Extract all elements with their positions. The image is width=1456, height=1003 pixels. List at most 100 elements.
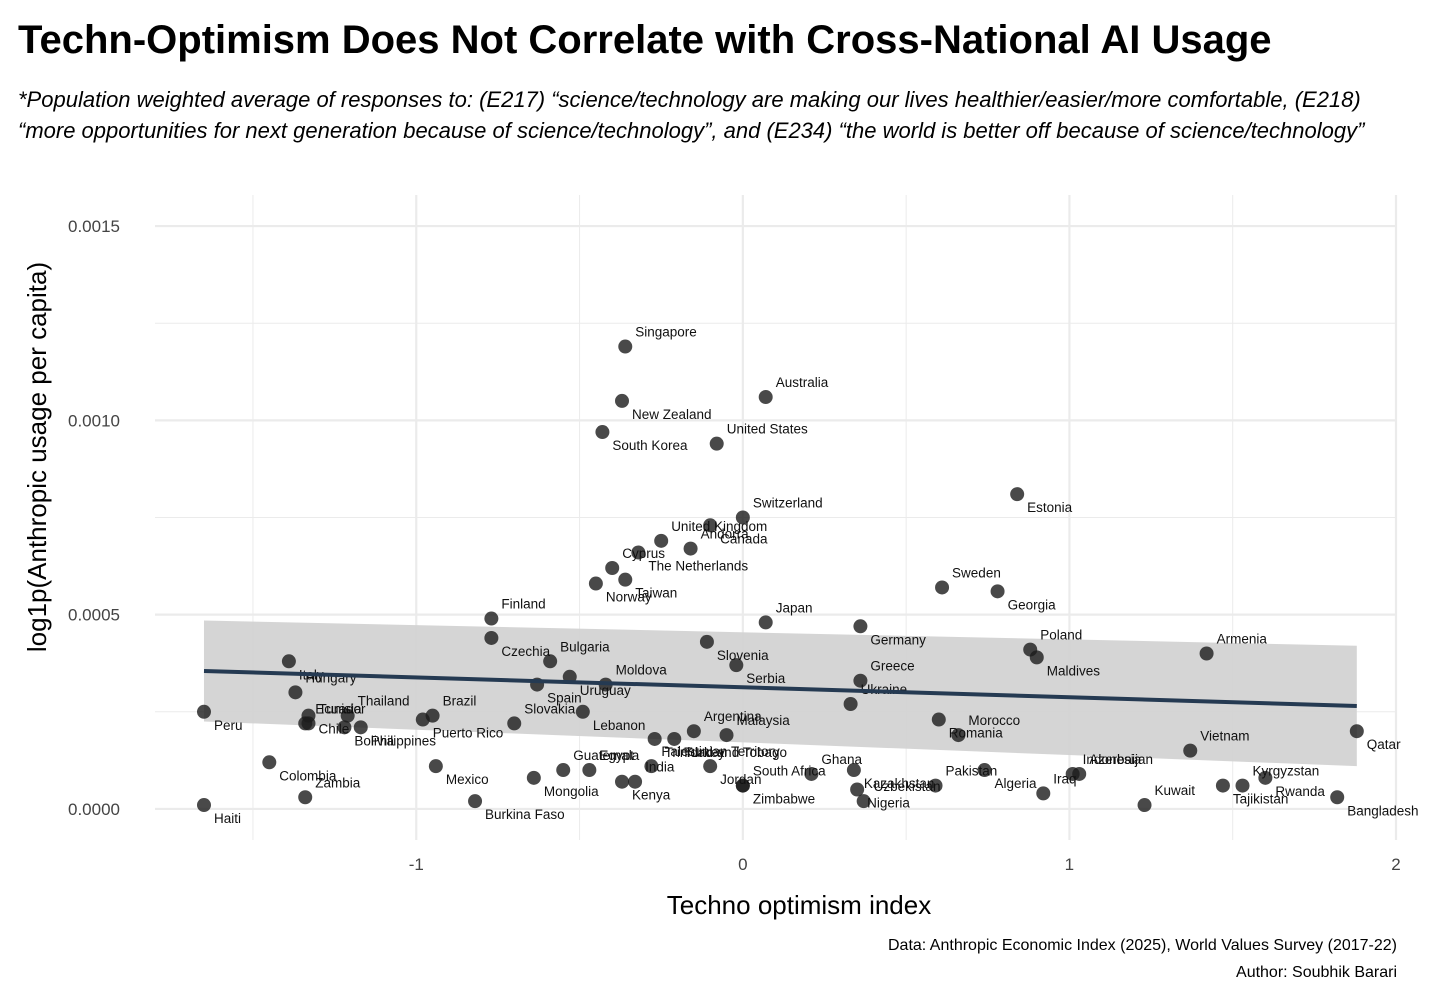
data-point bbox=[843, 697, 858, 712]
point-label: Iraq bbox=[1053, 771, 1076, 786]
data-point bbox=[853, 619, 868, 634]
point-label: Moldova bbox=[616, 663, 668, 678]
point-label: Czechia bbox=[501, 644, 550, 659]
point-label: Kyrgyzstan bbox=[1253, 764, 1320, 779]
point-label: Australia bbox=[776, 375, 829, 390]
data-point bbox=[428, 759, 443, 774]
chart-title: Techn-Optimism Does Not Correlate with C… bbox=[18, 18, 1272, 62]
point-label: Bulgaria bbox=[560, 639, 610, 654]
data-point bbox=[977, 763, 992, 778]
point-label: Switzerland bbox=[753, 496, 823, 511]
point-label: South Africa bbox=[753, 764, 826, 779]
point-label: The Netherlands bbox=[648, 558, 748, 573]
x-tick-label: -1 bbox=[409, 855, 424, 874]
point-label: Pakistan bbox=[946, 764, 998, 779]
data-point bbox=[644, 759, 659, 774]
data-point bbox=[196, 704, 211, 719]
data-point bbox=[468, 794, 483, 809]
data-point bbox=[618, 572, 633, 587]
data-point bbox=[703, 759, 718, 774]
data-point bbox=[507, 716, 522, 731]
data-point bbox=[683, 541, 698, 556]
data-point bbox=[281, 654, 296, 669]
y-tick-label: 0.0005 bbox=[68, 606, 120, 625]
point-label: Serbia bbox=[746, 671, 786, 686]
point-label: Guatemala bbox=[573, 748, 640, 763]
data-point bbox=[288, 685, 303, 700]
confidence-band bbox=[203, 620, 1357, 767]
point-label: Taiwan bbox=[635, 586, 677, 601]
data-point bbox=[631, 545, 646, 560]
x-tick-label: 1 bbox=[1065, 855, 1074, 874]
point-label: Ecuador bbox=[315, 701, 366, 716]
point-label: New Zealand bbox=[632, 407, 712, 422]
point-label: Brazil bbox=[443, 694, 477, 709]
data-point bbox=[1072, 766, 1087, 781]
point-label: Bolivia bbox=[354, 733, 394, 748]
data-point bbox=[935, 580, 950, 595]
point-label: Egypt bbox=[599, 748, 634, 763]
point-label: Japan bbox=[776, 600, 813, 615]
point-label: Mexico bbox=[446, 772, 489, 787]
data-point bbox=[1258, 770, 1273, 785]
data-point bbox=[804, 766, 819, 781]
point-label: India bbox=[645, 760, 675, 775]
y-tick-label: 0.0000 bbox=[68, 800, 120, 819]
point-label: Slovakia bbox=[524, 701, 576, 716]
source-caption: Data: Anthropic Economic Index (2025), W… bbox=[888, 937, 1397, 954]
point-label: Kenya bbox=[632, 788, 671, 803]
data-point bbox=[1036, 786, 1051, 801]
data-point bbox=[735, 778, 750, 793]
data-point bbox=[605, 561, 620, 576]
x-tick-label: 0 bbox=[738, 855, 747, 874]
point-label: Ghana bbox=[821, 752, 862, 767]
data-point bbox=[846, 763, 861, 778]
data-point bbox=[556, 763, 571, 778]
data-point bbox=[301, 716, 316, 731]
data-point bbox=[1137, 798, 1152, 813]
point-label: Trinidad and Tobago bbox=[665, 745, 787, 760]
point-label: Kuwait bbox=[1155, 783, 1196, 798]
data-point bbox=[719, 728, 734, 743]
point-label: Estonia bbox=[1027, 500, 1073, 515]
data-point bbox=[686, 724, 701, 739]
point-label: Maldives bbox=[1047, 663, 1101, 678]
data-point bbox=[1010, 487, 1025, 502]
data-point bbox=[484, 630, 499, 645]
point-label: Uruguay bbox=[580, 683, 631, 698]
point-label: Malaysia bbox=[737, 713, 791, 728]
data-point bbox=[1215, 778, 1230, 793]
data-point bbox=[709, 436, 724, 451]
point-label: Indonesia bbox=[1083, 752, 1142, 767]
point-label: Kazakhstan bbox=[864, 776, 935, 791]
data-point bbox=[856, 794, 871, 809]
data-point bbox=[1199, 646, 1214, 661]
point-label: Cyprus bbox=[622, 546, 665, 561]
point-label: Canada bbox=[720, 531, 768, 546]
data-point bbox=[667, 731, 682, 746]
point-label: Germany bbox=[870, 632, 926, 647]
point-label: Armenia bbox=[1217, 631, 1268, 646]
point-label: Rwanda bbox=[1275, 784, 1325, 799]
point-label: Poland bbox=[1040, 628, 1082, 643]
author-caption: Author: Soubhik Barari bbox=[1236, 964, 1397, 981]
point-label: Qatar bbox=[1367, 737, 1401, 752]
point-label: Greece bbox=[870, 659, 914, 674]
point-label: Tunisia bbox=[318, 701, 362, 716]
chart-subtitle: *Population weighted average of response… bbox=[18, 87, 1365, 143]
point-label: Sweden bbox=[952, 565, 1001, 580]
data-point bbox=[990, 584, 1005, 599]
data-point bbox=[735, 510, 750, 525]
point-label: Argentina bbox=[704, 709, 762, 724]
point-label: South Korea bbox=[612, 438, 688, 453]
data-point bbox=[928, 778, 943, 793]
point-label: Andorra bbox=[701, 527, 750, 542]
point-label: Thailand bbox=[358, 694, 410, 709]
point-label: Lebanon bbox=[593, 718, 646, 733]
data-point bbox=[1235, 778, 1250, 793]
point-label: Palestinian Territory bbox=[661, 744, 780, 759]
point-label: Nigeria bbox=[867, 795, 910, 810]
x-axis-label: Techno optimism index bbox=[667, 890, 931, 920]
point-label: Tajikistan bbox=[1233, 792, 1289, 807]
data-point bbox=[196, 798, 211, 813]
